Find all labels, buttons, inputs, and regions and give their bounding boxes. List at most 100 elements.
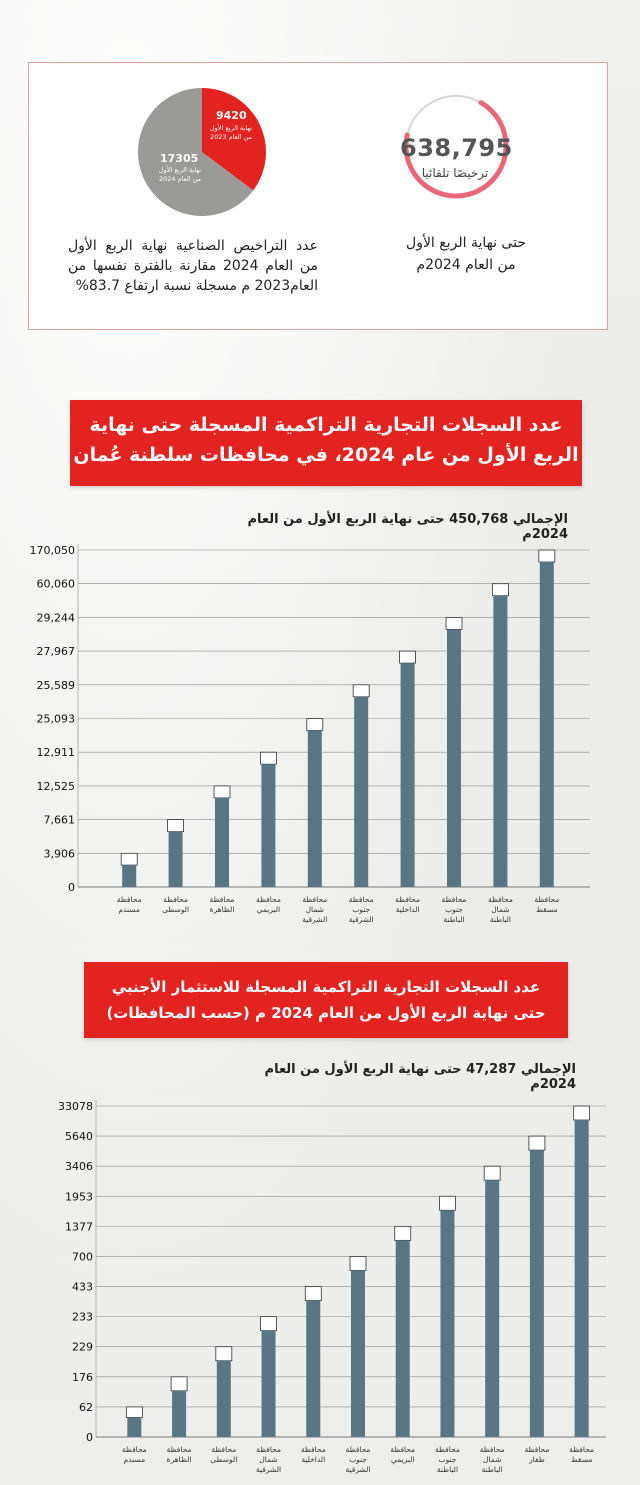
- pie-2024-label-line1: نهاية الربع الأول: [158, 166, 202, 174]
- y-tick-label: 1377: [65, 1220, 93, 1233]
- x-category-label: الباطنة: [490, 915, 511, 924]
- x-category-label: الوسطى: [162, 905, 189, 914]
- bar-cap: [528, 1135, 546, 1151]
- bar-cap: [259, 751, 277, 765]
- x-category-label: جنوب: [349, 1455, 367, 1464]
- y-tick-label: 12,525: [37, 780, 76, 793]
- y-tick-label: 433: [72, 1281, 93, 1294]
- y-tick-label: 62: [79, 1401, 93, 1414]
- y-tick-label: 7,661: [44, 814, 76, 827]
- x-category-label: محافظة: [480, 1445, 505, 1454]
- y-tick-label: 33078: [58, 1100, 93, 1113]
- x-category-label: الظاهرة: [210, 905, 235, 914]
- chart1-bar-chart: 0 3,906 7,661 12,525 12,911 25,093 25,589 27,96…: [30, 544, 590, 924]
- y-tick-label: 25,589: [37, 679, 76, 692]
- y-tick-label: 229: [72, 1341, 93, 1354]
- x-category-label: محافظة: [301, 1445, 326, 1454]
- y-tick-label: 25,093: [37, 713, 76, 726]
- x-category-label: محافظة: [256, 895, 281, 904]
- bar-cap: [573, 1105, 591, 1121]
- bar-cap: [445, 617, 463, 630]
- x-category-label: مسقط: [536, 905, 558, 914]
- x-category-label: الشرقية: [345, 1465, 370, 1474]
- y-tick-label: 3,906: [44, 847, 76, 860]
- bar: [447, 629, 461, 887]
- pie-caption: عدد التراخيص الصناعية نهاية الربع الأول …: [68, 238, 318, 294]
- x-category-label: الداخلية: [396, 905, 420, 914]
- y-tick-label: 233: [72, 1311, 93, 1324]
- bar-cap: [306, 718, 324, 731]
- x-category-label: محافظة: [395, 895, 420, 904]
- bar: [172, 1390, 187, 1437]
- bar-cap: [439, 1195, 456, 1211]
- bar-cap: [538, 549, 556, 563]
- x-category-label: محافظة: [442, 895, 467, 904]
- y-tick-label: 0: [68, 881, 75, 894]
- x-category-label: الداخلية: [301, 1455, 325, 1464]
- x-category-label: محافظة: [163, 895, 188, 904]
- x-category-label: محافظة: [349, 895, 374, 904]
- bar-cap: [399, 650, 417, 664]
- chart1-banner-line1: عدد السجلات التجارية التراكمية المسجلة ح…: [89, 414, 563, 436]
- x-category-label: الباطنة: [482, 1465, 503, 1474]
- x-category-label: شمال: [491, 905, 509, 914]
- pie-2023-label-line2: من العام 2023: [209, 133, 253, 141]
- x-category-label: محافظة: [211, 1445, 236, 1454]
- x-category-label: محافظة: [167, 1445, 192, 1454]
- bar: [539, 562, 554, 887]
- x-category-label: الشرقية: [349, 915, 374, 924]
- bar: [485, 1180, 500, 1437]
- x-category-label: الشرقية: [302, 915, 327, 924]
- y-tick-label: 27,967: [37, 645, 76, 658]
- bar: [122, 865, 137, 887]
- y-tick-label: 60,060: [37, 578, 76, 591]
- x-category-label: محافظة: [569, 1445, 594, 1454]
- x-category-label: مسندم: [124, 1455, 146, 1464]
- pie-slice-1: [138, 88, 254, 216]
- bar-cap: [170, 1376, 188, 1392]
- bar: [215, 797, 229, 887]
- bar: [168, 831, 183, 887]
- y-tick-label: 0: [86, 1431, 93, 1444]
- bar: [493, 595, 508, 887]
- x-category-label: شمال: [306, 905, 324, 914]
- bar: [216, 1360, 231, 1437]
- bar-cap: [167, 819, 185, 833]
- x-category-label: محافظة: [534, 895, 559, 904]
- x-category-label: الباطنة: [443, 915, 464, 924]
- bar: [127, 1417, 142, 1437]
- bar-cap: [352, 684, 370, 698]
- bar-cap: [213, 785, 231, 799]
- x-category-label: محافظة: [390, 1445, 415, 1454]
- bar-cap: [304, 1286, 322, 1301]
- chart2-bar-chart: 0 62 176 229 233 433 700 1377 1953 3406 5640 33078 م…: [58, 1100, 606, 1474]
- y-tick-label: 700: [72, 1250, 93, 1263]
- x-category-label: جنوب: [439, 1455, 457, 1464]
- bar-cap: [491, 583, 509, 597]
- pie-2024-label: نهاية الربع الأول من العام 2024: [150, 166, 210, 184]
- bar: [574, 1120, 589, 1437]
- x-category-label: مسندم: [118, 905, 140, 914]
- bar-cap: [260, 1316, 277, 1332]
- chart2-banner-line2: حتى نهاية الربع الأول من العام 2024 م (ح…: [106, 1004, 546, 1022]
- bar: [261, 1330, 276, 1437]
- bar: [395, 1240, 410, 1437]
- x-category-label: محافظة: [302, 895, 327, 904]
- bar-cap: [120, 852, 138, 866]
- licenses-caption-line1: حتى نهاية الربع الأول: [406, 235, 526, 251]
- chart2-banner: عدد السجلات التجارية التراكمية المسجلة ل…: [84, 962, 568, 1038]
- x-category-label: شمال: [259, 1455, 277, 1464]
- licenses-unit: ترخيصًا تلقائيا: [421, 166, 489, 180]
- x-category-label: الظاهرة: [167, 1455, 192, 1464]
- x-category-label: محافظة: [256, 1445, 281, 1454]
- bar-cap: [349, 1256, 367, 1271]
- bar-cap: [394, 1225, 412, 1241]
- licenses-gauge: [403, 93, 509, 199]
- x-category-label: ظفار: [528, 1455, 545, 1464]
- x-category-label: البريمي: [391, 1455, 414, 1464]
- chart1-banner-line2: الربع الأول من عام 2024، في محافظات سلطن…: [73, 444, 579, 466]
- y-tick-label: 170,050: [30, 544, 76, 557]
- licenses-caption-line2: من العام 2024م: [416, 257, 516, 273]
- bar-cap: [215, 1346, 233, 1362]
- licenses-value: 638,795: [400, 134, 513, 162]
